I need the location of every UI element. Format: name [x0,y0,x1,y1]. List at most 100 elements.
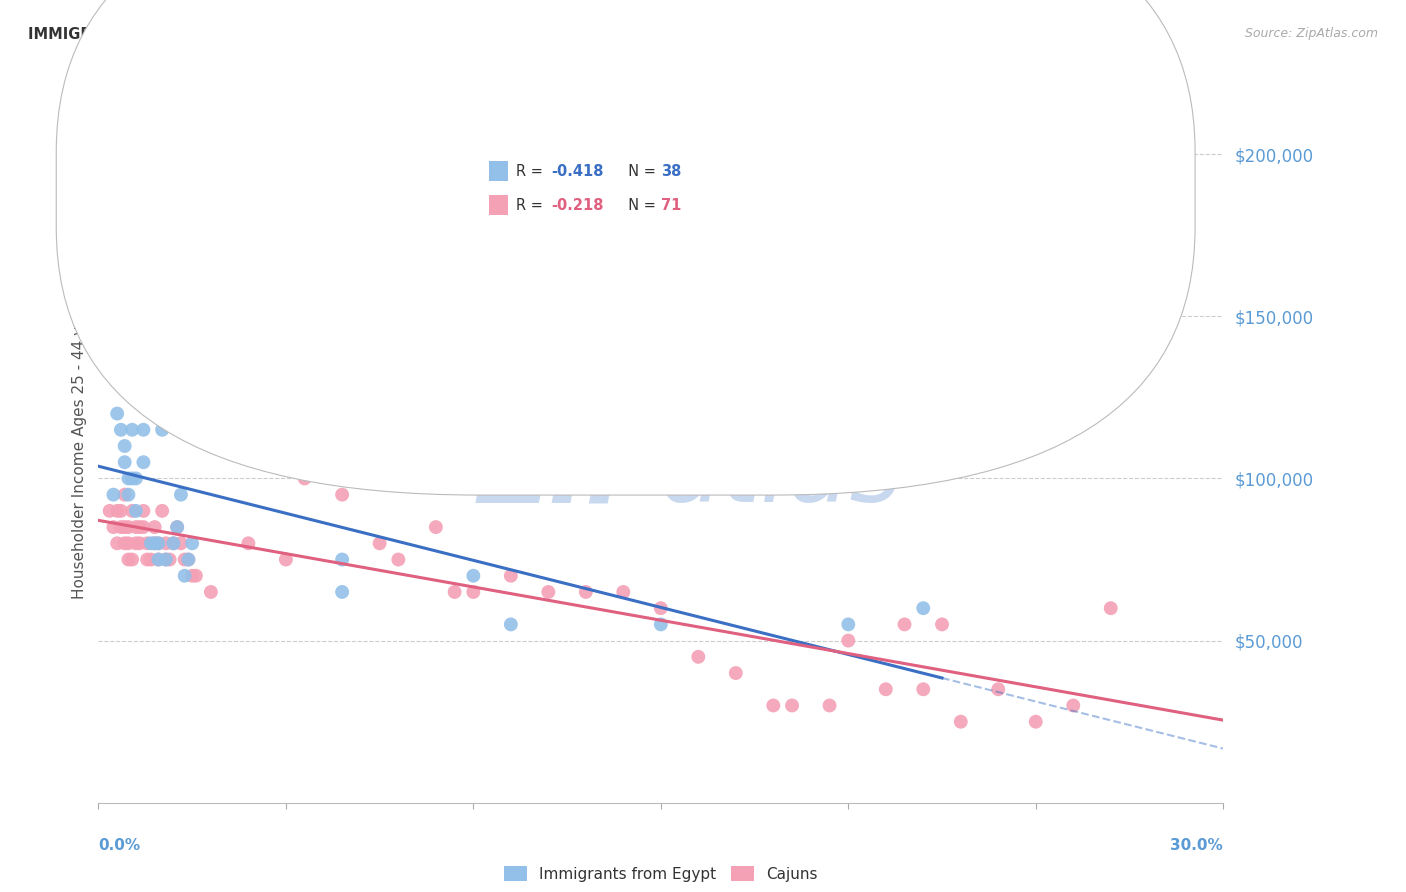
Point [143,536,166,550]
Point [128,374,150,388]
Point [184,568,207,582]
Point [177,552,200,566]
Point [650,601,672,615]
Text: Source: ZipAtlas.com: Source: ZipAtlas.com [1244,27,1378,40]
Text: -0.418: -0.418 [551,164,603,178]
Point [612,585,634,599]
Text: 71: 71 [661,198,681,212]
Point [114,439,136,453]
Point [125,520,148,534]
Point [912,601,935,615]
Point [762,698,785,713]
Point [148,536,170,550]
Point [368,536,391,550]
Point [159,552,181,566]
Point [103,520,125,534]
Point [105,536,128,550]
Point [170,536,193,550]
Point [148,552,170,566]
Text: 30.0%: 30.0% [1170,838,1223,854]
Point [114,536,136,550]
Point [330,585,353,599]
Point [1099,601,1122,615]
Text: IMMIGRANTS FROM EGYPT VS CAJUN HOUSEHOLDER INCOME AGES 25 - 44 YEARS CORRELATION: IMMIGRANTS FROM EGYPT VS CAJUN HOUSEHOLD… [28,27,884,42]
Point [350,471,373,485]
Point [121,504,143,518]
Point [117,471,139,485]
Point [121,423,143,437]
Point [330,552,353,566]
Text: atlas: atlas [661,426,903,523]
Point [443,585,465,599]
Text: -0.218: -0.218 [551,198,603,212]
Point [148,552,170,566]
Point [125,536,148,550]
Point [117,520,139,534]
Point [875,682,897,697]
Point [105,407,128,421]
Point [162,536,184,550]
Text: 38: 38 [661,164,681,178]
Point [312,407,335,421]
Point [132,520,155,534]
Point [150,504,173,518]
Point [139,358,162,372]
Point [148,536,170,550]
Text: N =: N = [619,164,661,178]
Point [166,520,188,534]
Point [103,488,125,502]
Point [114,488,136,502]
Point [987,682,1010,697]
Point [912,682,935,697]
Point [499,617,522,632]
Point [387,552,409,566]
Point [121,552,143,566]
Point [114,455,136,469]
Point [132,455,155,469]
Point [893,617,915,632]
Point [128,390,150,404]
Point [177,552,200,566]
Point [170,488,193,502]
Text: 0.0%: 0.0% [98,838,141,854]
Point [125,390,148,404]
Point [117,488,139,502]
Point [143,536,166,550]
Point [105,504,128,518]
Point [121,471,143,485]
Point [425,520,447,534]
Point [125,471,148,485]
Point [650,617,672,632]
Point [238,536,260,550]
Point [136,552,159,566]
Point [128,536,150,550]
Point [218,439,240,453]
Point [330,488,353,502]
Text: ZIP: ZIP [478,426,661,523]
Point [724,666,747,681]
Point [1025,714,1047,729]
Point [499,568,522,582]
Point [181,568,204,582]
Point [780,698,803,713]
Point [155,536,177,550]
Point [463,568,485,582]
Point [136,390,159,404]
Y-axis label: Householder Income Ages 25 - 44 years: Householder Income Ages 25 - 44 years [72,293,87,599]
Point [837,617,859,632]
Point [688,649,710,664]
Point [139,552,162,566]
Text: R =: R = [516,198,547,212]
Text: N =: N = [619,198,661,212]
Point [1062,698,1084,713]
Point [173,552,195,566]
Point [537,585,560,599]
Point [155,552,177,566]
Point [136,536,159,550]
Point [143,520,166,534]
Point [139,536,162,550]
Point [117,536,139,550]
Legend: Immigrants from Egypt, Cajuns: Immigrants from Egypt, Cajuns [498,860,824,888]
Point [110,520,132,534]
Point [200,585,222,599]
